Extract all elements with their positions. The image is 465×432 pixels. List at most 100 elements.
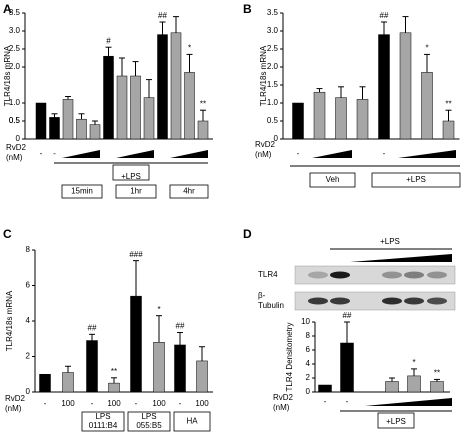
label: RvD2 (255, 140, 276, 149)
bar (108, 382, 120, 393)
label: 1hr (130, 187, 142, 196)
box (61, 184, 103, 199)
annotation: * (188, 44, 191, 53)
x-tick-label: 100 (195, 399, 209, 408)
label: HA (186, 417, 198, 426)
x-tick-label: - (383, 149, 386, 158)
bar (89, 124, 101, 140)
blot-band (427, 297, 447, 305)
y-tick-label: 0 (16, 134, 21, 143)
bracket-label: +LPS (121, 172, 141, 181)
blot-strip (294, 291, 456, 311)
label: RvD2 (6, 143, 27, 152)
annotation: * (412, 358, 415, 367)
bar (143, 97, 155, 140)
x-tick-label: - (40, 149, 43, 158)
bar (174, 344, 186, 393)
annotation: ** (111, 367, 117, 376)
blot-band (382, 271, 402, 279)
bar (76, 118, 87, 140)
y-tick-label: 0.5 (9, 116, 21, 125)
bar (340, 342, 354, 393)
box (377, 412, 415, 429)
label: (nM) (5, 404, 22, 413)
label: +LPS (406, 175, 426, 184)
label: (nM) (273, 403, 290, 412)
bar (130, 295, 142, 393)
blot-band (404, 297, 424, 305)
label: LPS (141, 412, 156, 421)
x-tick-label: - (44, 399, 47, 408)
y-axis-label: TLR4/18s mRNA (259, 45, 268, 106)
blot-band (308, 271, 328, 279)
blot-band (330, 297, 350, 305)
bar (313, 91, 326, 140)
label: 15min (71, 187, 93, 196)
bar (130, 75, 141, 140)
ramp (312, 150, 352, 158)
x-tick-label: - (179, 399, 182, 408)
label: 4hr (183, 187, 195, 196)
panel-label: B (243, 2, 252, 16)
x-tick-label: 100 (152, 399, 166, 408)
y-tick-label: 8 (26, 245, 31, 254)
x-tick-label: - (91, 399, 94, 408)
bar (86, 340, 98, 393)
x-tick-label: - (53, 149, 56, 158)
y-tick-label: 3.0 (267, 26, 279, 35)
ramp (170, 150, 208, 158)
box (371, 172, 461, 188)
label: β- (258, 291, 266, 300)
bar (153, 342, 165, 393)
label: (nM) (255, 150, 272, 159)
x-tick-label: - (135, 399, 138, 408)
annotation: * (157, 305, 160, 314)
y-tick-label: 1.5 (267, 80, 279, 89)
y-tick-label: 6 (306, 345, 311, 354)
y-tick-label: 0 (26, 387, 31, 396)
y-axis-label: TLR4/18s mRNA (3, 45, 12, 106)
box (309, 172, 356, 188)
bar (157, 34, 168, 140)
y-tick-label: 3.5 (9, 8, 21, 17)
label: TLR4 (258, 270, 278, 279)
annotation: ** (200, 99, 206, 108)
panel-label: C (3, 227, 12, 241)
bar (197, 120, 209, 140)
y-tick-label: 4 (26, 316, 31, 325)
y-tick-label: 0 (306, 387, 311, 396)
box (81, 411, 125, 432)
bar (378, 34, 390, 140)
blot-band (308, 297, 328, 305)
y-tick-label: 2 (306, 373, 311, 382)
ramp (398, 150, 456, 158)
ramp (116, 150, 154, 158)
bar (356, 99, 369, 140)
bar (318, 384, 332, 393)
bar (116, 75, 128, 140)
y-tick-label: 4 (306, 359, 311, 368)
box (127, 411, 171, 432)
label: Veh (326, 175, 340, 184)
ramp (365, 398, 452, 406)
annotation: ## (176, 322, 185, 331)
bar (39, 374, 51, 393)
x-tick-label: - (297, 149, 300, 158)
blot-band (382, 297, 402, 305)
y-tick-label: 10 (301, 317, 310, 326)
x-tick-label: - (346, 397, 349, 406)
y-tick-label: 1.0 (9, 98, 21, 107)
y-tick-label: 2.5 (267, 44, 279, 53)
bar (430, 381, 444, 393)
bar (292, 102, 304, 140)
label: RvD2 (273, 393, 294, 402)
y-tick-label: 2.0 (267, 62, 279, 71)
label: 055:B5 (136, 421, 162, 430)
box (115, 184, 157, 199)
ramp (350, 254, 452, 262)
bar (442, 120, 455, 140)
y-tick-label: 1.0 (267, 98, 279, 107)
annotation: * (425, 44, 428, 53)
y-tick-label: 3.5 (267, 8, 279, 17)
